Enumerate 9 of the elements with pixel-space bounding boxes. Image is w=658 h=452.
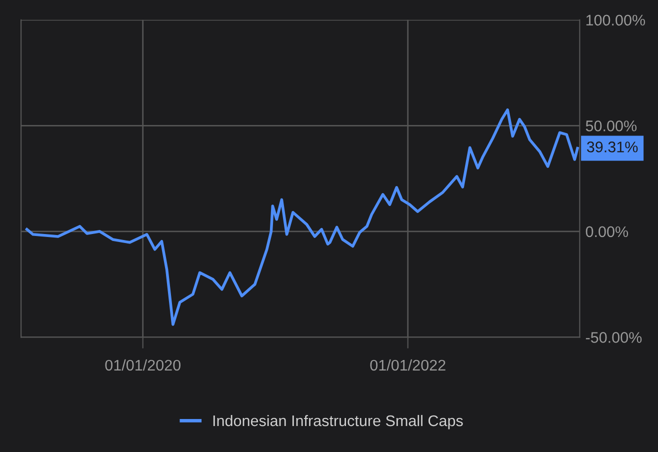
x-tick-label: 01/01/2020: [105, 359, 180, 371]
y-tick-label: 0.00%: [586, 226, 628, 238]
annotation: 39.31%: [586, 142, 638, 152]
line-series: [25, 108, 579, 326]
y-tick-label: 50.00%: [586, 120, 637, 132]
x-tick-label: 01/01/2022: [370, 359, 446, 371]
y-tick-label: 100.00%: [586, 14, 646, 26]
legend-label: Indonesian Infrastructure Small Caps: [213, 414, 463, 430]
y-tick-label: -50.00%: [586, 332, 642, 343]
